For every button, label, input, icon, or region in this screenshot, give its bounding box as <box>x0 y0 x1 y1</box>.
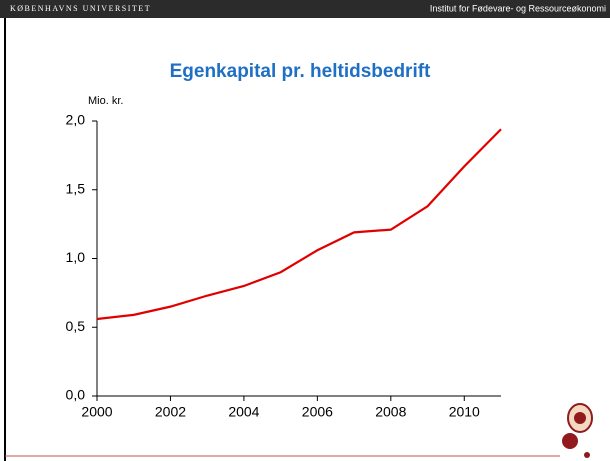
header-bar <box>0 0 610 18</box>
university-name: KØBENHAVNS UNIVERSITET <box>10 4 151 13</box>
y-axis-label: Mio. kr. <box>88 95 123 107</box>
x-tick-label: 2008 <box>375 404 406 420</box>
chart-title: Egenkapital pr. heltidsbedrift <box>170 61 431 82</box>
y-tick-label: 1,0 <box>66 249 86 265</box>
y-tick-label: 2,0 <box>66 112 86 128</box>
x-tick-label: 2006 <box>302 404 333 420</box>
y-tick-label: 0,5 <box>66 318 86 334</box>
institute-name: Institut for Fødevare- og Ressourceøkono… <box>430 3 606 13</box>
y-tick-label: 0,0 <box>66 387 86 403</box>
x-tick-label: 2004 <box>228 404 259 420</box>
x-tick-label: 2010 <box>449 404 480 420</box>
data-line <box>96 128 502 321</box>
x-tick-label: 2000 <box>81 404 112 420</box>
logo <box>562 403 593 458</box>
y-tick-label: 1,5 <box>66 180 86 196</box>
x-tick-label: 2002 <box>155 404 186 420</box>
